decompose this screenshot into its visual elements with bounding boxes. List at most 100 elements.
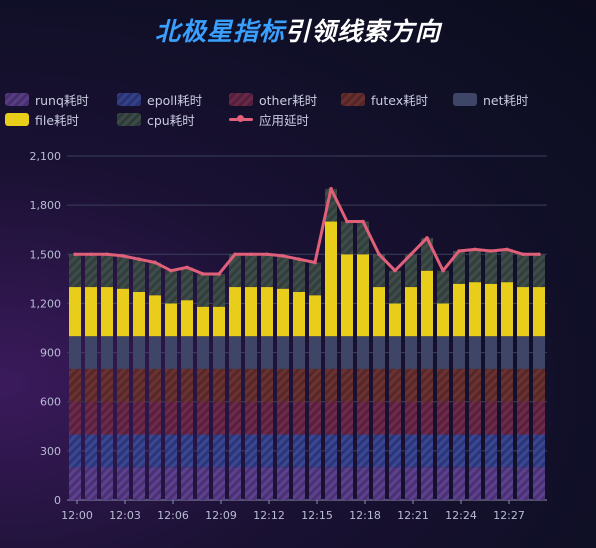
bar-net[interactable] (437, 336, 449, 369)
bar-runq[interactable] (245, 467, 257, 500)
bar-cpu[interactable] (389, 270, 401, 304)
latency-point[interactable] (505, 247, 509, 252)
bar-net[interactable] (133, 336, 145, 369)
latency-point[interactable] (121, 254, 125, 258)
bar-cpu[interactable] (341, 221, 353, 255)
bar-file[interactable] (421, 270, 433, 337)
bar-cpu[interactable] (357, 221, 369, 255)
latency-point[interactable] (457, 249, 461, 253)
bar-runq[interactable] (325, 467, 337, 500)
bar-cpu[interactable] (69, 254, 81, 288)
bar-cpu[interactable] (501, 249, 513, 283)
bar-cpu[interactable] (533, 254, 545, 288)
latency-point[interactable] (393, 268, 397, 273)
bar-file[interactable] (213, 306, 225, 337)
bar-other[interactable] (485, 401, 497, 435)
bar-runq[interactable] (373, 467, 385, 500)
bar-futex[interactable] (421, 368, 433, 402)
legend-item-other[interactable]: other耗时 (229, 90, 317, 109)
bar-runq[interactable] (229, 467, 241, 500)
bar-futex[interactable] (277, 368, 289, 402)
bar-cpu[interactable] (165, 270, 177, 304)
bar-futex[interactable] (325, 368, 337, 402)
bar-net[interactable] (181, 336, 193, 369)
bar-cpu[interactable] (229, 254, 241, 288)
legend-item-cpu[interactable]: cpu耗时 (117, 110, 195, 129)
bar-runq[interactable] (533, 467, 545, 500)
legend-item-futex[interactable]: futex耗时 (341, 90, 428, 109)
bar-futex[interactable] (181, 368, 193, 402)
bar-net[interactable] (213, 336, 225, 369)
bar-runq[interactable] (453, 467, 465, 500)
latency-point[interactable] (425, 236, 429, 240)
bar-runq[interactable] (357, 467, 369, 500)
bar-net[interactable] (293, 336, 305, 369)
bar-file[interactable] (117, 288, 129, 337)
bar-net[interactable] (421, 336, 433, 369)
latency-point[interactable] (313, 260, 317, 265)
bar-net[interactable] (405, 336, 417, 369)
latency-point[interactable] (105, 252, 109, 257)
bar-other[interactable] (437, 401, 449, 435)
bar-net[interactable] (277, 336, 289, 369)
bar-epoll[interactable] (69, 434, 81, 468)
bar-runq[interactable] (101, 467, 113, 500)
bar-runq[interactable] (149, 467, 161, 500)
bar-file[interactable] (245, 287, 257, 337)
bar-net[interactable] (165, 336, 177, 369)
latency-point[interactable] (537, 252, 541, 257)
bar-file[interactable] (325, 221, 337, 337)
bar-epoll[interactable] (293, 434, 305, 468)
bar-file[interactable] (437, 303, 449, 337)
bar-epoll[interactable] (181, 434, 193, 468)
bar-other[interactable] (245, 401, 257, 435)
bar-file[interactable] (309, 295, 321, 337)
bar-futex[interactable] (245, 368, 257, 402)
latency-point[interactable] (265, 252, 269, 257)
latency-point[interactable] (217, 272, 221, 276)
bar-runq[interactable] (69, 467, 81, 500)
bar-futex[interactable] (197, 368, 209, 402)
latency-point[interactable] (441, 268, 445, 273)
bar-epoll[interactable] (533, 434, 545, 468)
bar-other[interactable] (197, 401, 209, 435)
bar-net[interactable] (261, 336, 273, 369)
bar-cpu[interactable] (101, 254, 113, 288)
bar-file[interactable] (533, 287, 545, 337)
bar-runq[interactable] (389, 467, 401, 500)
bar-file[interactable] (517, 287, 529, 337)
bar-futex[interactable] (213, 368, 225, 402)
bar-futex[interactable] (501, 368, 513, 402)
latency-point[interactable] (153, 260, 157, 265)
bar-net[interactable] (357, 336, 369, 369)
bar-epoll[interactable] (165, 434, 177, 468)
bar-net[interactable] (517, 336, 529, 369)
bar-futex[interactable] (117, 368, 129, 402)
bar-file[interactable] (229, 287, 241, 337)
bar-net[interactable] (245, 336, 257, 369)
latency-point[interactable] (73, 252, 77, 257)
bar-file[interactable] (69, 287, 81, 337)
bar-cpu[interactable] (437, 270, 449, 304)
bar-futex[interactable] (405, 368, 417, 402)
bar-runq[interactable] (437, 467, 449, 500)
bar-epoll[interactable] (501, 434, 513, 468)
bar-futex[interactable] (293, 368, 305, 402)
bar-futex[interactable] (373, 368, 385, 402)
bar-futex[interactable] (69, 368, 81, 402)
bar-file[interactable] (149, 295, 161, 337)
bar-file[interactable] (277, 288, 289, 337)
bar-file[interactable] (453, 283, 465, 337)
legend-item-file[interactable]: file耗时 (5, 110, 79, 129)
bar-futex[interactable] (85, 368, 97, 402)
bar-other[interactable] (229, 401, 241, 435)
latency-point[interactable] (201, 272, 205, 276)
bar-epoll[interactable] (101, 434, 113, 468)
bar-other[interactable] (421, 401, 433, 435)
bar-epoll[interactable] (517, 434, 529, 468)
bar-file[interactable] (357, 254, 369, 337)
bar-other[interactable] (309, 401, 321, 435)
latency-point[interactable] (89, 252, 93, 257)
bar-net[interactable] (197, 336, 209, 369)
bar-runq[interactable] (181, 467, 193, 500)
